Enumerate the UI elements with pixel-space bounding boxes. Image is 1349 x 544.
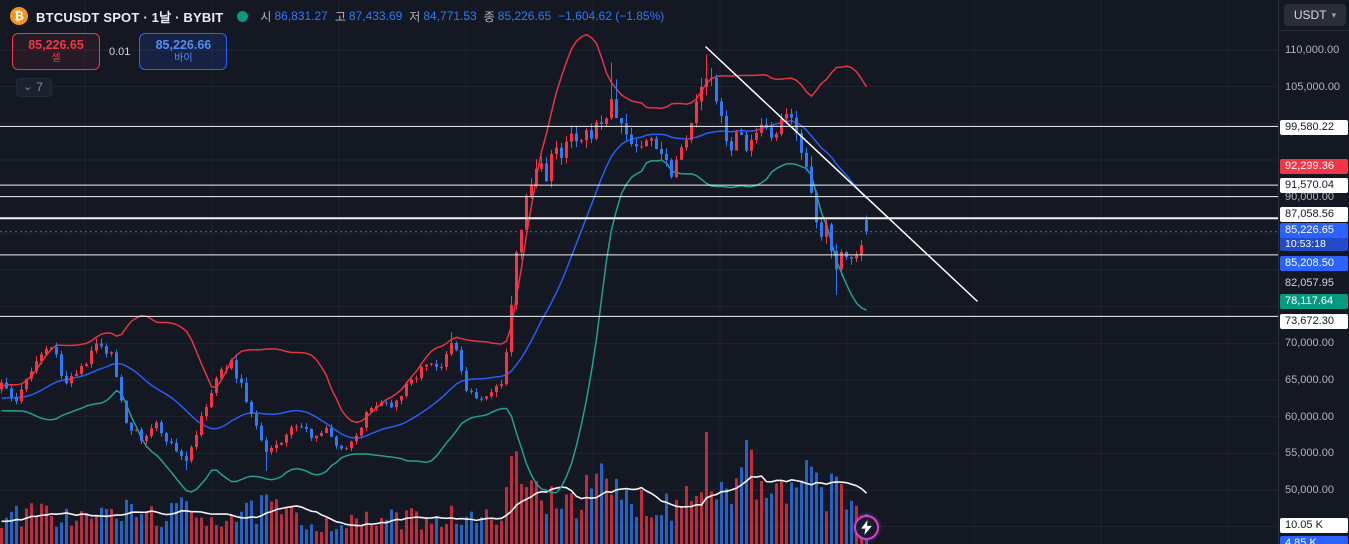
- price-axis-label: 105,000.00: [1285, 81, 1341, 93]
- indicators-collapse-chip[interactable]: ⌄ 7: [16, 78, 52, 97]
- grid-layer: [0, 49, 1278, 528]
- close-value: 85,226.65: [497, 9, 552, 23]
- price-axis-label: 60,000.00: [1285, 411, 1334, 423]
- levels-layer: [0, 125, 1278, 317]
- symbol-title[interactable]: BTCUSDT SPOT · 1날 · BYBIT: [36, 9, 224, 25]
- price-axis-label: 65,000.00: [1285, 374, 1334, 386]
- low-value: 84,771.53: [423, 9, 477, 23]
- indicator-count: 7: [36, 80, 43, 94]
- chart-legend: ₿ BTCUSDT SPOT · 1날 · BYBIT 시 86,831.27 고…: [10, 6, 664, 26]
- low-label: 저: [409, 9, 421, 24]
- chart-canvas[interactable]: [0, 0, 1278, 544]
- close-label: 종: [483, 9, 495, 24]
- currency-selector[interactable]: USDT ▾: [1284, 4, 1346, 26]
- candles-layer: [0, 54, 868, 471]
- price-axis-label: 50,000.00: [1285, 484, 1334, 496]
- flash-order-button[interactable]: [854, 515, 879, 540]
- bb-lower-tag: 78,117.64: [1280, 293, 1348, 309]
- open-value: 86,831.27: [274, 9, 328, 23]
- buy-button[interactable]: 85,226.66 바이: [139, 33, 228, 70]
- change-value: −1,604.62 (−1.85%): [558, 9, 665, 23]
- level-tag: 87,058.56: [1280, 206, 1348, 222]
- buy-price: 85,226.66: [155, 38, 212, 52]
- bitcoin-icon: ₿: [10, 7, 28, 25]
- level-tag: 73,672.30: [1280, 313, 1348, 329]
- sell-button[interactable]: 85,226.65 셀: [12, 33, 100, 70]
- high-value: 87,433.69: [348, 9, 403, 23]
- sell-price: 85,226.65: [28, 38, 84, 52]
- volume-layer: [0, 432, 868, 544]
- open-label: 시: [260, 9, 272, 24]
- level-tag: 99,580.22: [1280, 119, 1348, 135]
- level-tag: 91,570.04: [1280, 177, 1348, 193]
- chevron-down-icon: ⌄: [23, 81, 33, 93]
- volume-ma-line: [1, 475, 868, 527]
- price-axis-label: 55,000.00: [1285, 447, 1334, 459]
- trade-panel: 85,226.65 셀 0.01 85,226.66 바이: [12, 33, 228, 70]
- lightning-icon: [861, 520, 872, 535]
- current-price-tag: 85,226.65 10:53:18: [1280, 223, 1348, 251]
- candle-countdown: 10:53:18: [1280, 238, 1348, 251]
- high-label: 고: [334, 9, 346, 24]
- volume-ma-tag: 10.05 K: [1280, 517, 1348, 533]
- price-axis[interactable]: USDT ▾ 110,000.00 105,000.00 90,000.00 82,0…: [1278, 0, 1349, 544]
- ohlc-row: 시 86,831.27 고 87,433.69 저 84,771.53 종 85,226…: [260, 8, 664, 25]
- price-axis-label: 110,000.00: [1285, 44, 1340, 56]
- price-axis-label: 70,000.00: [1285, 337, 1334, 349]
- axis-separator: [1279, 30, 1349, 31]
- bb-upper-tag: 92,299.36: [1280, 158, 1348, 174]
- caret-down-icon: ▾: [1331, 9, 1337, 20]
- price-axis-label: 90,000.00: [1285, 191, 1334, 203]
- currency-label: USDT: [1293, 8, 1327, 22]
- spread-value: 0.01: [109, 45, 131, 58]
- bb-basis-tag: 85,208.50: [1280, 255, 1348, 271]
- sell-label: 셀: [51, 53, 61, 64]
- trendline-layer: [705, 46, 978, 302]
- buy-label: 바이: [174, 53, 193, 64]
- volume-tag-partial: 4.85 K: [1280, 535, 1348, 544]
- price-axis-label: 82,057.95: [1285, 277, 1334, 289]
- market-status-icon[interactable]: [237, 10, 249, 22]
